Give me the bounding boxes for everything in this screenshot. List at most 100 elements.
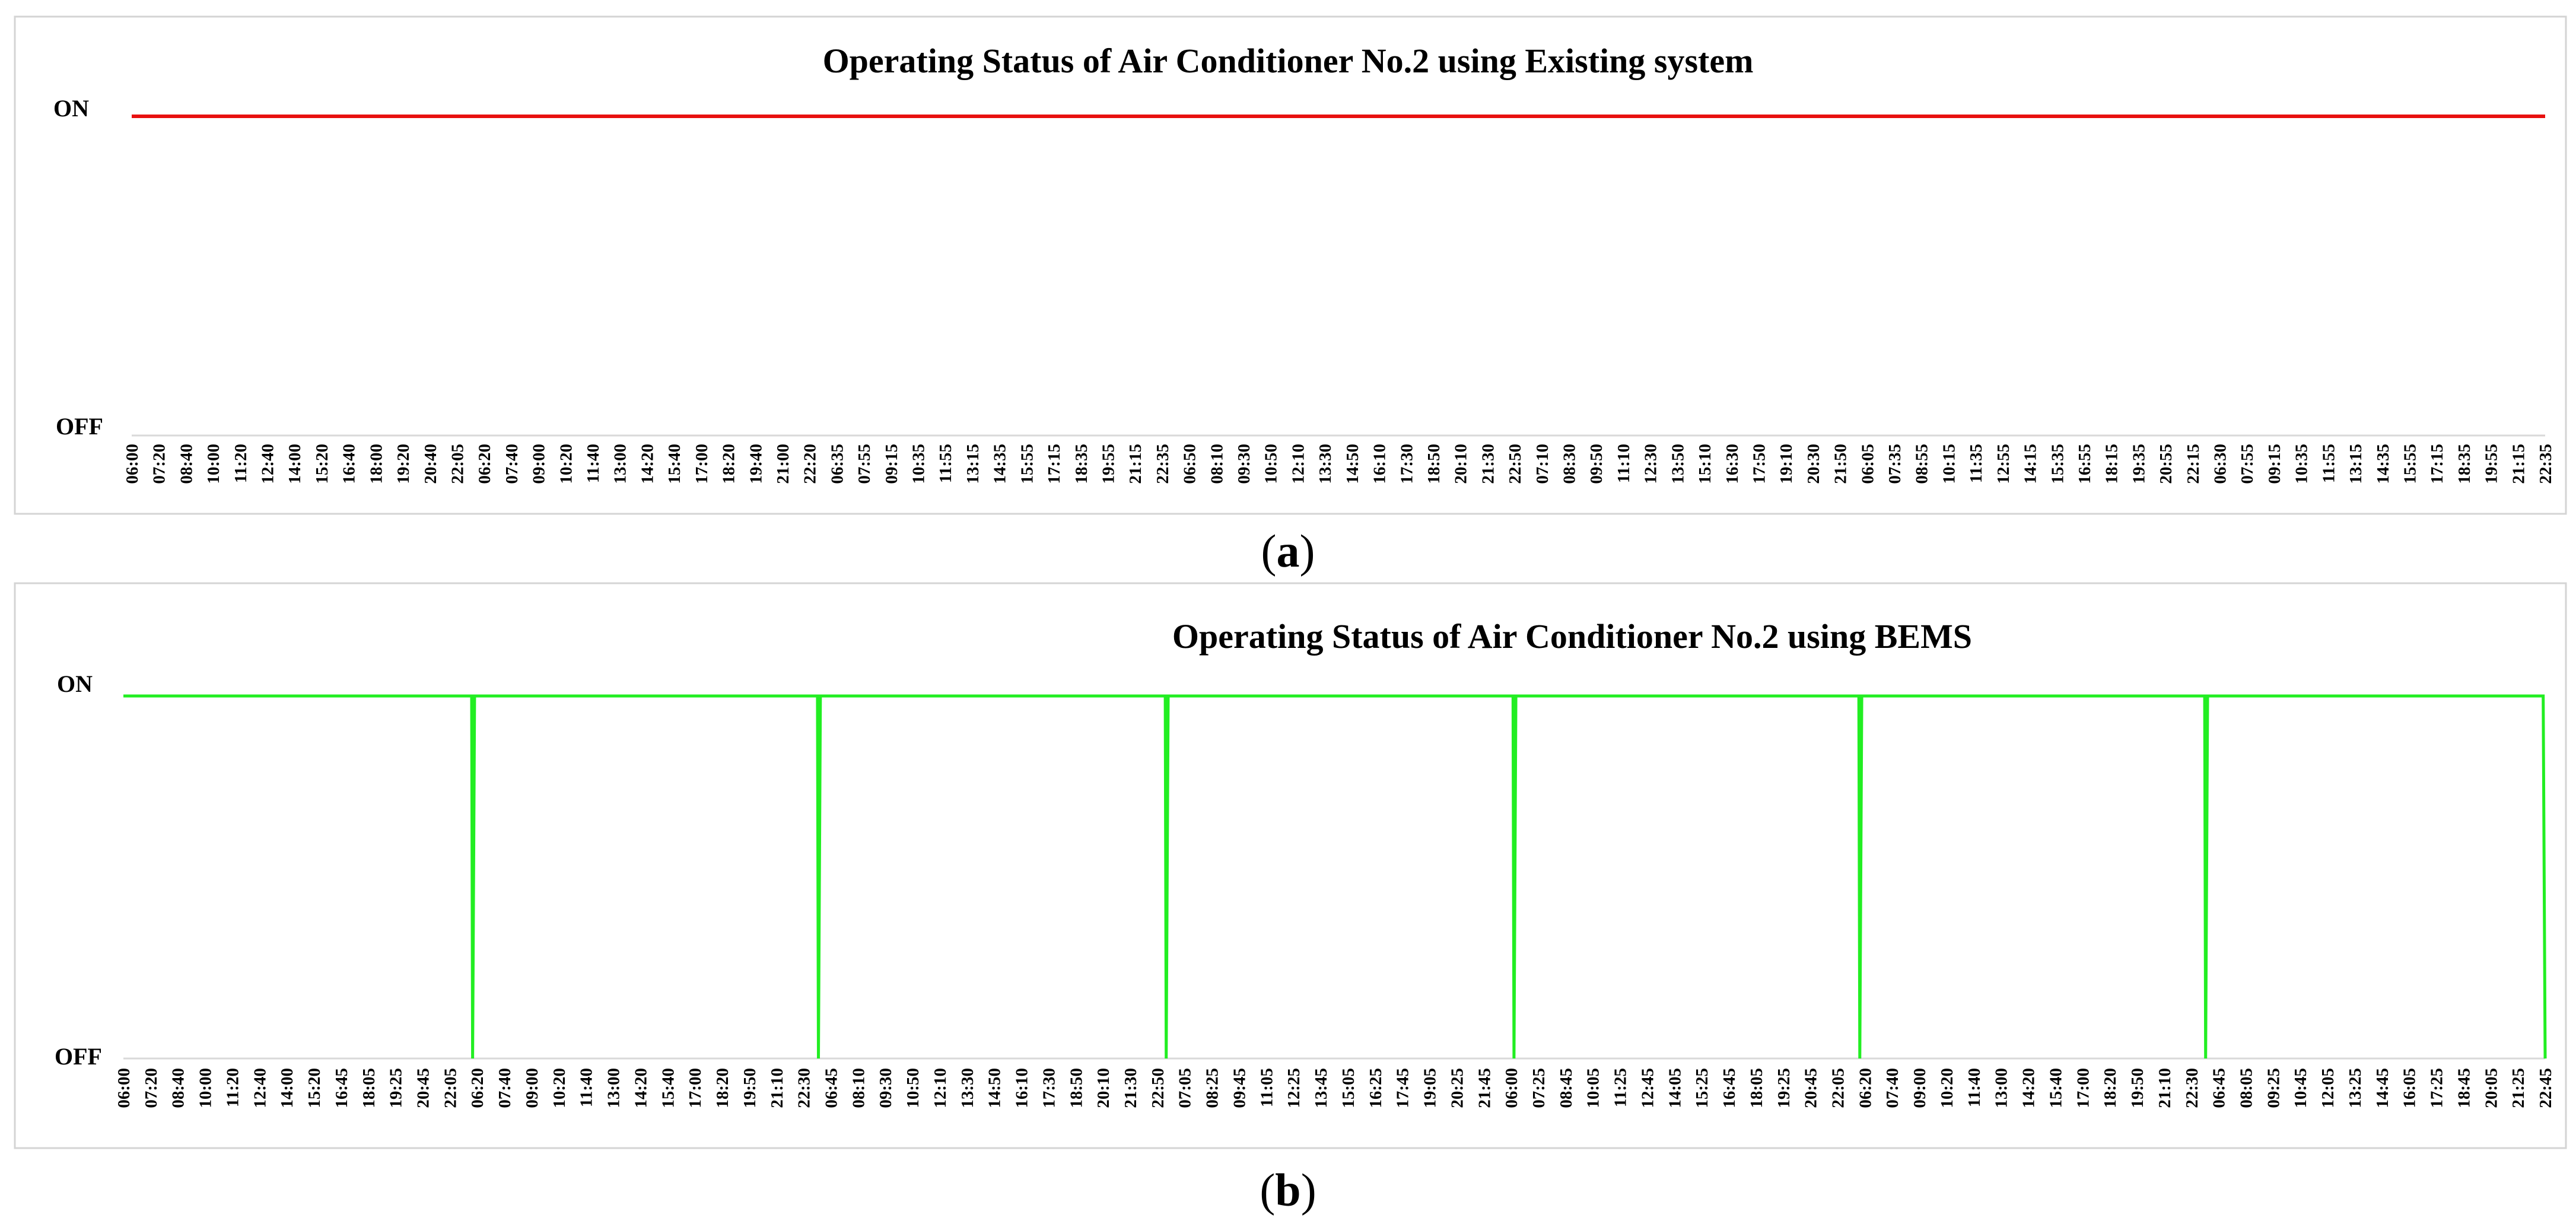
x-tick-label: 15:20 (305, 1068, 324, 1108)
x-tick-label: 10:00 (196, 1068, 215, 1108)
x-tick-label: 10:50 (1262, 444, 1281, 484)
x-tick-label: 22:05 (1829, 1068, 1848, 1108)
x-tick-label: 21:30 (1121, 1068, 1140, 1108)
x-tick-label: 14:00 (285, 444, 304, 484)
x-tick-label: 10:05 (1584, 1068, 1603, 1108)
x-tick-label: 22:05 (441, 1068, 460, 1108)
x-tick-label: 14:35 (2374, 444, 2393, 484)
x-tick-label: 11:40 (1965, 1068, 1984, 1107)
x-tick-label: 08:45 (1557, 1068, 1576, 1108)
x-tick-label: 19:55 (1099, 444, 1118, 484)
x-tick-label: 18:00 (367, 444, 386, 484)
x-tick-label: 19:40 (746, 444, 765, 484)
x-tick-label: 11:35 (1967, 444, 1986, 483)
x-tick-label: 11:05 (1257, 1068, 1276, 1107)
y-tick-label-on-a: ON (53, 95, 89, 122)
x-tick-label: 20:30 (1804, 444, 1823, 484)
x-tick-label: 09:30 (876, 1068, 895, 1108)
x-tick-label: 22:30 (795, 1068, 814, 1108)
x-tick-label: 15:55 (1017, 444, 1036, 484)
x-tick-label: 18:05 (360, 1068, 379, 1108)
panel-caption-b-letter: b (1275, 1164, 1300, 1216)
x-tick-label: 15:40 (659, 1068, 678, 1108)
chart-title-a: Operating Status of Air Conditioner No.2… (823, 42, 1754, 80)
x-tick-label: 22:35 (1153, 444, 1172, 484)
x-tick-label: 06:20 (1856, 1068, 1875, 1108)
x-tick-label: 15:40 (665, 444, 684, 484)
x-tick-label: 19:25 (1774, 1068, 1793, 1108)
x-tick-label: 19:50 (740, 1068, 759, 1108)
x-tick-label: 06:45 (822, 1068, 841, 1108)
x-tick-label: 07:55 (855, 444, 874, 484)
x-tick-label: 13:45 (1312, 1068, 1331, 1108)
x-tick-label: 16:05 (2400, 1068, 2419, 1108)
x-tick-label: 09:25 (2264, 1068, 2283, 1108)
x-tick-label: 07:40 (1883, 1068, 1902, 1108)
x-tick-label: 10:15 (1939, 444, 1958, 484)
x-tick-label: 08:40 (169, 1068, 188, 1108)
x-tick-label: 20:05 (2482, 1068, 2501, 1108)
x-tick-label: 16:30 (1723, 444, 1742, 484)
x-tick-label: 20:45 (414, 1068, 433, 1108)
x-tick-label: 09:15 (882, 444, 901, 484)
x-tick-label: 17:30 (1039, 1068, 1058, 1108)
x-tick-label: 12:25 (1284, 1068, 1303, 1108)
x-tick-label: 14:45 (2373, 1068, 2392, 1108)
x-tick-label: 19:20 (394, 444, 413, 484)
panel-caption-a: (a) (1261, 525, 1315, 577)
x-tick-label: 17:15 (1045, 444, 1064, 484)
x-tick-label: 18:20 (713, 1068, 732, 1108)
x-tick-label: 12:55 (1994, 444, 2013, 484)
x-tick-label: 21:00 (774, 444, 793, 484)
x-tick-label: 17:00 (686, 1068, 705, 1108)
panel-caption-b: (b) (1260, 1164, 1316, 1216)
x-tick-label: 11:40 (577, 1068, 596, 1107)
x-tick-label: 16:45 (1720, 1068, 1739, 1108)
x-tick-label: 08:05 (2237, 1068, 2256, 1108)
x-tick-label: 20:55 (2157, 444, 2176, 484)
x-tick-label: 18:15 (2103, 444, 2122, 484)
x-tick-labels-b: 06:00 07:20 08:40 10:00 11:20 12:40 14:00 15:20… (115, 1068, 2555, 1108)
x-tick-label: 19:35 (2129, 444, 2148, 484)
x-tick-label: 16:25 (1366, 1068, 1385, 1108)
x-tick-labels-a: 06:00 07:20 08:40 10:00 11:20 12:40 14:00 15:20… (123, 444, 2555, 484)
x-tick-label: 18:35 (2455, 444, 2474, 484)
x-tick-label: 12:05 (2319, 1068, 2338, 1108)
x-tick-label: 21:15 (1126, 444, 1145, 484)
x-tick-label: 12:40 (259, 444, 278, 484)
x-tick-label: 22:20 (801, 444, 820, 484)
x-tick-label: 10:20 (550, 1068, 569, 1108)
x-tick-label: 15:20 (313, 444, 332, 484)
y-tick-label-off-a: OFF (56, 413, 103, 440)
x-tick-label: 08:10 (1207, 444, 1226, 484)
x-tick-label: 13:15 (2346, 444, 2365, 484)
x-tick-label: 10:45 (2291, 1068, 2310, 1108)
x-tick-label: 14:05 (1665, 1068, 1684, 1108)
x-tick-label: 06:00 (115, 1068, 133, 1108)
x-tick-label: 21:25 (2509, 1068, 2528, 1108)
x-tick-label: 13:30 (958, 1068, 977, 1108)
x-tick-label: 19:25 (387, 1068, 406, 1108)
x-tick-label: 10:50 (904, 1068, 923, 1108)
x-tick-label: 09:30 (1235, 444, 1254, 484)
x-tick-label: 07:20 (142, 1068, 161, 1108)
x-tick-label: 07:05 (1176, 1068, 1195, 1108)
chart-panel-a: Operating Status of Air Conditioner No.2… (14, 15, 2567, 515)
series-layer-b (123, 694, 2547, 1059)
x-tick-label: 13:50 (1668, 444, 1687, 484)
x-tick-label: 13:00 (1992, 1068, 2011, 1108)
x-tick-label: 13:00 (605, 1068, 624, 1108)
x-tick-label: 06:20 (475, 444, 494, 484)
x-tick-label: 06:20 (468, 1068, 487, 1108)
x-tick-label: 11:55 (936, 444, 955, 483)
chart-frame-b (14, 582, 2567, 1149)
y-tick-label-off-b: OFF (55, 1043, 102, 1070)
x-tick-label: 14:00 (278, 1068, 297, 1108)
x-tick-label: 16:10 (1013, 1068, 1032, 1108)
x-tick-label: 17:00 (692, 444, 711, 484)
x-tick-label: 21:45 (1475, 1068, 1494, 1108)
x-tick-label: 18:20 (2101, 1068, 2120, 1108)
x-tick-label: 18:20 (720, 444, 739, 484)
x-tick-label: 07:35 (1885, 444, 1904, 484)
x-tick-label: 15:55 (2401, 444, 2420, 484)
